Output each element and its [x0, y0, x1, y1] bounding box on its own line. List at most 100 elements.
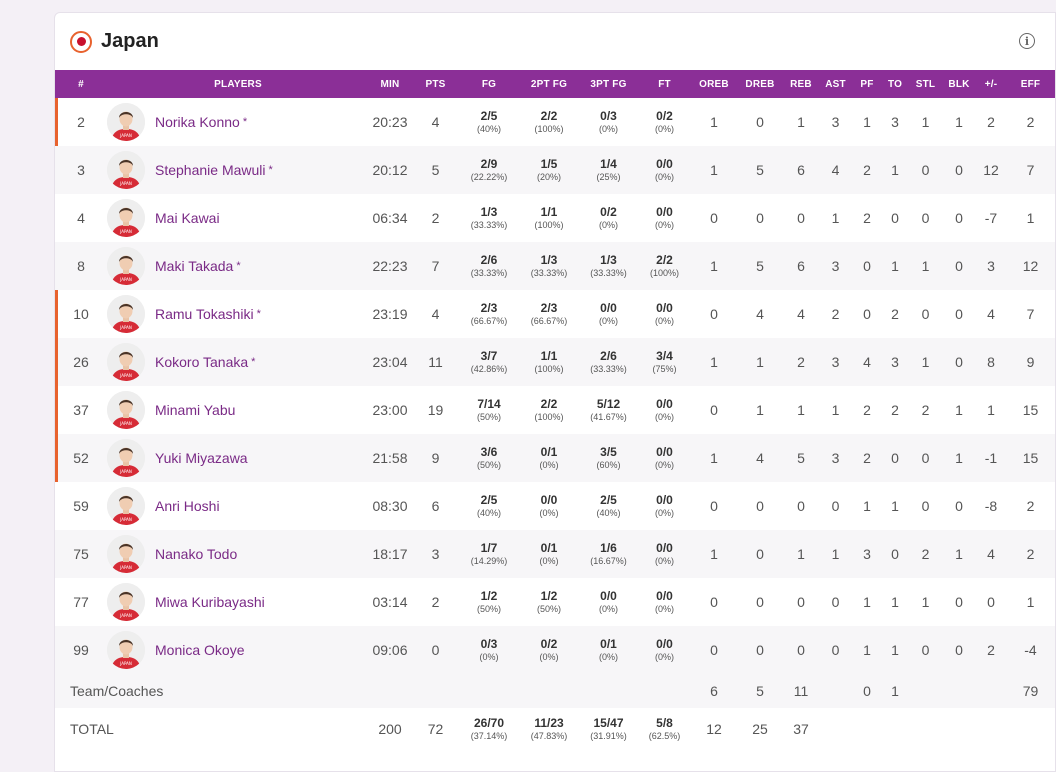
- oreb-cell: 1: [710, 258, 718, 274]
- column-header[interactable]: 3PT FG: [590, 78, 627, 90]
- captain-star-marker: *: [251, 356, 256, 368]
- fg3-percentage: (25%): [596, 171, 621, 182]
- ast-cell: 0: [831, 594, 840, 610]
- minutes: 20:12: [372, 162, 408, 178]
- ft-made-attempted: 0/2: [656, 108, 673, 123]
- player-name-link[interactable]: Stephanie Mawuli: [155, 162, 266, 178]
- table-row: 4 JAPAN Mai Kawai 06:34 2 1/3 (33.33%) 1/1 (100%…: [55, 194, 1055, 242]
- svg-text:JAPAN: JAPAN: [119, 613, 132, 618]
- player-cell: JAPAN Mai Kawai: [107, 194, 369, 242]
- fg-made-attempted: 7/14: [477, 396, 501, 411]
- column-header[interactable]: FG: [481, 78, 497, 90]
- ast-cell: 3: [831, 354, 840, 370]
- player-avatar: JAPAN: [107, 199, 145, 237]
- fg3-made-attempted: 1/6: [600, 540, 617, 555]
- dreb-cell: 0: [756, 498, 764, 514]
- ft-made-attempted: 0/0: [656, 156, 673, 171]
- fg3-cell: 0/0 (0%): [580, 290, 637, 338]
- player-cell: JAPAN Maki Takada *: [107, 242, 369, 290]
- eff-cell: 15: [1022, 402, 1039, 418]
- boxscore-table: # PLAYERS MIN PTS FG 2PT FG 3PT FG FT OREB DREB RE…: [55, 70, 1055, 750]
- dreb-cell: 0: [756, 546, 764, 562]
- column-header[interactable]: MIN: [380, 78, 400, 90]
- blk-cell: 1: [955, 114, 963, 130]
- team-name: Japan: [101, 30, 159, 52]
- player-cell: JAPAN Nanako Todo: [107, 530, 369, 578]
- pm-cell: 4: [987, 546, 995, 562]
- player-name-link[interactable]: Ramu Tokashiki: [155, 306, 254, 322]
- player-name-link[interactable]: Monica Okoye: [155, 642, 245, 658]
- ast-cell: 4: [831, 162, 840, 178]
- player-name-link[interactable]: Miwa Kuribayashi: [155, 594, 265, 610]
- info-icon[interactable]: i: [1019, 33, 1035, 49]
- player-name-link[interactable]: Mai Kawai: [155, 210, 220, 226]
- pm-cell: 2: [987, 114, 995, 130]
- pm-cell: 0: [987, 594, 995, 610]
- svg-text:JAPAN: JAPAN: [119, 661, 132, 666]
- fg2-made-attempted: 0/0: [540, 492, 558, 507]
- column-header[interactable]: PLAYERS: [214, 78, 262, 90]
- blk-cell: 1: [955, 402, 963, 418]
- jersey-number: 59: [73, 498, 89, 514]
- column-header[interactable]: FT: [658, 78, 671, 90]
- japan-flag-icon: [70, 30, 92, 53]
- to-cell: 1: [891, 642, 899, 658]
- ft-percentage: (0%): [654, 603, 674, 614]
- team-coaches-label: Team/Coaches: [70, 683, 164, 699]
- player-name-link[interactable]: Norika Konno: [155, 114, 240, 130]
- ft-cell: 0/0 (0%): [637, 146, 692, 194]
- column-header[interactable]: +/-: [984, 78, 998, 90]
- stl-cell: 2: [921, 402, 930, 418]
- column-header[interactable]: REB: [790, 78, 812, 90]
- column-header[interactable]: 2PT FG: [530, 78, 568, 90]
- svg-text:JAPAN: JAPAN: [119, 373, 132, 378]
- fg3-percentage: (16.67%): [590, 555, 627, 566]
- pf-cell: 0: [863, 306, 871, 322]
- pm-cell: 3: [987, 258, 995, 274]
- player-avatar: JAPAN: [107, 535, 145, 573]
- ft-percentage: (0%): [654, 315, 674, 326]
- blk-cell: 0: [955, 498, 963, 514]
- fg-cell: 7/14 (50%): [460, 386, 518, 434]
- player-name-link[interactable]: Anri Hoshi: [155, 498, 220, 514]
- fg2-cell: 1/2 (50%): [518, 578, 580, 626]
- jersey-number: 8: [77, 258, 85, 274]
- table-row: 2 JAPAN Norika Konno * 20:23 4 2/5 (40%) 2/2 (100…: [55, 98, 1055, 146]
- fg2-made-attempted: 11/23: [534, 715, 564, 730]
- fg3-made-attempted: 0/0: [600, 588, 617, 603]
- column-header[interactable]: TO: [887, 78, 903, 90]
- fg2-made-attempted: 2/3: [540, 300, 558, 315]
- fg-cell: 2/5 (40%): [460, 482, 518, 530]
- blk-cell: 0: [955, 258, 963, 274]
- fg3-cell: 3/5 (60%): [580, 434, 637, 482]
- captain-star-marker: *: [256, 308, 261, 320]
- ft-percentage: (0%): [654, 651, 674, 662]
- to-cell: 2: [891, 402, 899, 418]
- player-name-link[interactable]: Yuki Miyazawa: [155, 450, 248, 466]
- jersey-number: 26: [55, 338, 107, 386]
- fg2-percentage: (66.67%): [530, 315, 568, 326]
- column-header[interactable]: PTS: [425, 78, 446, 90]
- to-cell: 0: [891, 210, 899, 226]
- eff-cell: 12: [1022, 258, 1039, 274]
- player-name-link[interactable]: Nanako Todo: [155, 546, 238, 562]
- column-header[interactable]: PF: [860, 78, 874, 90]
- column-header[interactable]: BLK: [948, 78, 970, 90]
- player-name-link[interactable]: Maki Takada: [155, 258, 234, 274]
- column-header[interactable]: #: [78, 78, 84, 90]
- fg2-percentage: (33.33%): [530, 267, 568, 278]
- fg3-cell: 2/6 (33.33%): [580, 338, 637, 386]
- jersey-number: 37: [55, 386, 107, 434]
- player-name-link[interactable]: Minami Yabu: [155, 402, 236, 418]
- points: 5: [431, 162, 440, 178]
- player-name-link[interactable]: Kokoro Tanaka: [155, 354, 249, 370]
- pm-cell: -7: [984, 210, 998, 226]
- column-header[interactable]: OREB: [699, 78, 729, 90]
- column-header[interactable]: STL: [915, 78, 936, 90]
- column-header[interactable]: DREB: [745, 78, 775, 90]
- jersey-number: 3: [77, 162, 85, 178]
- column-header[interactable]: AST: [825, 78, 846, 90]
- svg-text:JAPAN: JAPAN: [119, 181, 132, 186]
- column-header[interactable]: EFF: [1020, 78, 1041, 90]
- fg3-cell: 1/6 (16.67%): [580, 530, 637, 578]
